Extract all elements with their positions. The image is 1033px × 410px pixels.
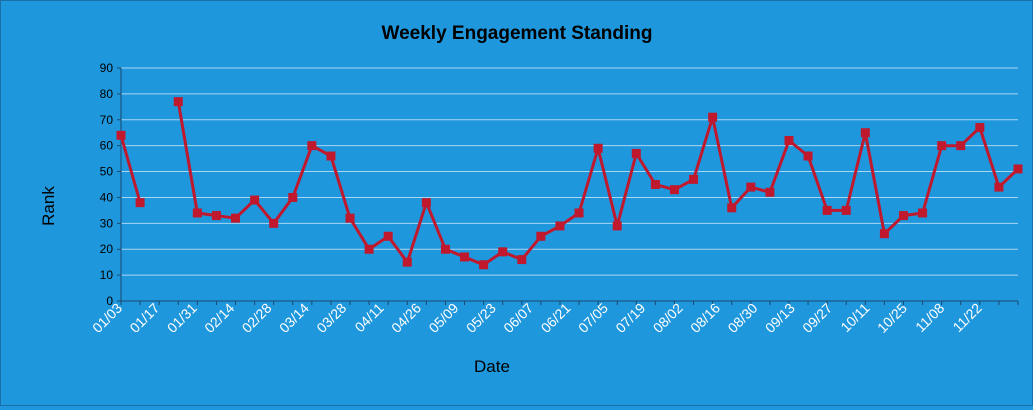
data-point	[746, 182, 756, 192]
gridlines	[121, 67, 1018, 276]
x-tick-label: 06/21	[538, 300, 574, 336]
x-axis-ticks: 01/03 01/17 01/31 02/14 02/28 03/14 03/28 04/11…	[89, 300, 1019, 336]
x-tick-label: 08/30	[724, 300, 760, 336]
data-point	[364, 244, 374, 254]
data-point	[574, 208, 584, 218]
x-tick-label: 04/11	[351, 300, 387, 336]
data-point	[231, 213, 241, 223]
data-point	[421, 198, 431, 208]
x-tick-label: 02/28	[239, 300, 275, 336]
data-point	[269, 218, 279, 228]
y-tick-label: 40	[100, 190, 114, 204]
x-tick-label: 04/26	[388, 300, 424, 336]
data-point	[708, 112, 718, 122]
data-point	[326, 151, 336, 161]
data-point	[822, 205, 832, 215]
y-tick-label: 0	[106, 294, 113, 308]
y-tick-label: 60	[100, 139, 114, 153]
data-point	[536, 231, 546, 241]
y-tick-label: 20	[100, 242, 114, 256]
data-point	[689, 174, 699, 184]
data-point	[879, 229, 889, 239]
y-tick-label: 50	[100, 165, 114, 179]
x-tick-label: 08/16	[687, 300, 723, 336]
x-tick-label: 09/13	[762, 300, 798, 336]
data-point	[937, 141, 947, 151]
data-point	[288, 192, 298, 202]
data-point	[460, 252, 470, 262]
data-point	[765, 187, 775, 197]
x-tick-label: 09/27	[799, 300, 835, 336]
data-point	[841, 205, 851, 215]
data-point	[727, 203, 737, 213]
data-point	[918, 208, 928, 218]
series-line	[119, 134, 142, 204]
data-point	[1013, 164, 1023, 174]
x-tick-label: 02/14	[201, 300, 237, 336]
data-point	[803, 151, 813, 161]
x-tick-label: 10/25	[874, 300, 910, 336]
data-point	[898, 211, 908, 221]
y-tick-label: 30	[100, 216, 114, 230]
data-point	[173, 97, 183, 107]
y-tick-label: 90	[100, 61, 114, 75]
data-point	[860, 128, 870, 138]
data-point	[211, 211, 221, 221]
data-point	[250, 195, 260, 205]
x-tick-label: 01/31	[164, 300, 200, 336]
data-point	[345, 213, 355, 223]
series-line	[176, 101, 1020, 267]
x-tick-label: 01/17	[126, 300, 162, 336]
x-tick-label: 07/19	[612, 300, 648, 336]
x-tick-label: 05/09	[425, 300, 461, 336]
y-tick-label: 70	[100, 113, 114, 127]
data-point	[116, 130, 126, 140]
data-point	[650, 180, 660, 189]
x-tick-label: 01/03	[89, 300, 125, 336]
data-point	[612, 221, 622, 231]
y-tick-label: 80	[100, 87, 114, 101]
data-point	[669, 185, 679, 195]
series-group	[116, 97, 1023, 270]
x-tick-label: 11/08	[912, 300, 948, 336]
x-tick-label: 03/28	[313, 300, 349, 336]
data-point	[383, 231, 393, 241]
data-point	[192, 208, 202, 218]
data-point	[784, 135, 794, 145]
x-tick-label: 08/02	[650, 300, 686, 336]
data-point	[975, 123, 985, 133]
data-point	[440, 244, 450, 254]
data-point	[517, 255, 527, 265]
x-tick-label: 07/05	[575, 300, 611, 336]
data-point	[307, 141, 317, 151]
x-axis-label: Date	[474, 357, 510, 376]
data-point	[135, 198, 145, 208]
data-point	[631, 148, 641, 158]
axes	[120, 68, 1018, 302]
data-point	[402, 257, 412, 267]
data-point	[498, 247, 508, 257]
x-tick-label: 03/14	[276, 300, 312, 336]
data-point	[479, 260, 489, 270]
data-point	[593, 143, 603, 153]
data-point	[555, 221, 565, 231]
data-point	[994, 182, 1004, 192]
y-tick-label: 10	[100, 268, 114, 282]
chart-title: Weekly Engagement Standing	[382, 23, 653, 44]
x-tick-label: 06/07	[500, 300, 536, 336]
data-point	[956, 141, 966, 151]
x-tick-label: 05/23	[463, 300, 499, 336]
y-axis-ticks: 0 10 20 30 40 50 60 70 80 90	[100, 61, 121, 308]
y-axis-label: Rank	[39, 186, 58, 226]
x-tick-label: 10/11	[837, 300, 873, 336]
